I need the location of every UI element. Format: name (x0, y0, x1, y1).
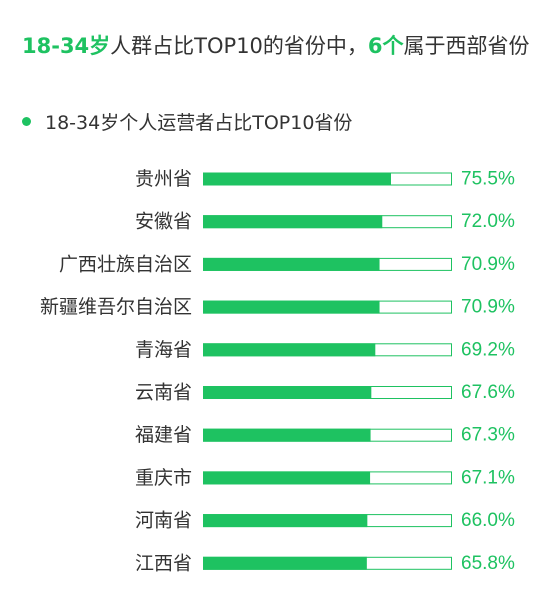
value-label: 66.0% (461, 510, 515, 531)
bar (203, 514, 368, 528)
headline-text-a: 人群占比TOP10的省份中， (110, 34, 368, 58)
bar (203, 556, 367, 570)
value-label: 75.5% (461, 169, 515, 190)
category-label: 重庆市 (135, 467, 192, 489)
category-label: 广西壮族自治区 (59, 253, 192, 275)
category-label: 福建省 (135, 424, 192, 446)
category-label: 新疆维吾尔自治区 (40, 296, 192, 318)
value-label: 70.9% (461, 297, 515, 318)
category-label: 青海省 (135, 339, 192, 361)
headline-text-b: 属于西部省份 (403, 34, 530, 58)
bar (203, 172, 391, 186)
value-label: 72.0% (461, 211, 515, 232)
value-label: 65.8% (461, 553, 515, 574)
value-label: 67.3% (461, 425, 515, 446)
headline-age-range: 18-34岁 (22, 34, 111, 58)
category-label: 安徽省 (135, 211, 192, 233)
category-label: 江西省 (135, 552, 192, 574)
bar (203, 471, 371, 485)
chart-title: 18-34岁个人运营者占比TOP10省份 (45, 111, 353, 134)
category-label: 云南省 (135, 382, 192, 404)
value-label: 67.6% (461, 382, 515, 403)
bullet-dot-icon (22, 116, 31, 126)
bar (203, 343, 376, 357)
value-label: 67.1% (461, 467, 515, 488)
value-label: 70.9% (461, 254, 515, 275)
value-label: 69.2% (461, 339, 515, 360)
headline-count: 6个 (367, 34, 404, 58)
headline: 18-34岁人群占比TOP10的省份中，6个属于西部省份 (22, 30, 530, 60)
bar (203, 257, 380, 271)
bar (203, 215, 383, 229)
category-label: 河南省 (135, 510, 192, 532)
bar (203, 428, 371, 442)
bar (203, 386, 372, 399)
chart-title-row: 18-34岁个人运营者占比TOP10省份 (22, 107, 352, 135)
bar (203, 300, 380, 314)
category-label: 贵州省 (135, 168, 192, 190)
